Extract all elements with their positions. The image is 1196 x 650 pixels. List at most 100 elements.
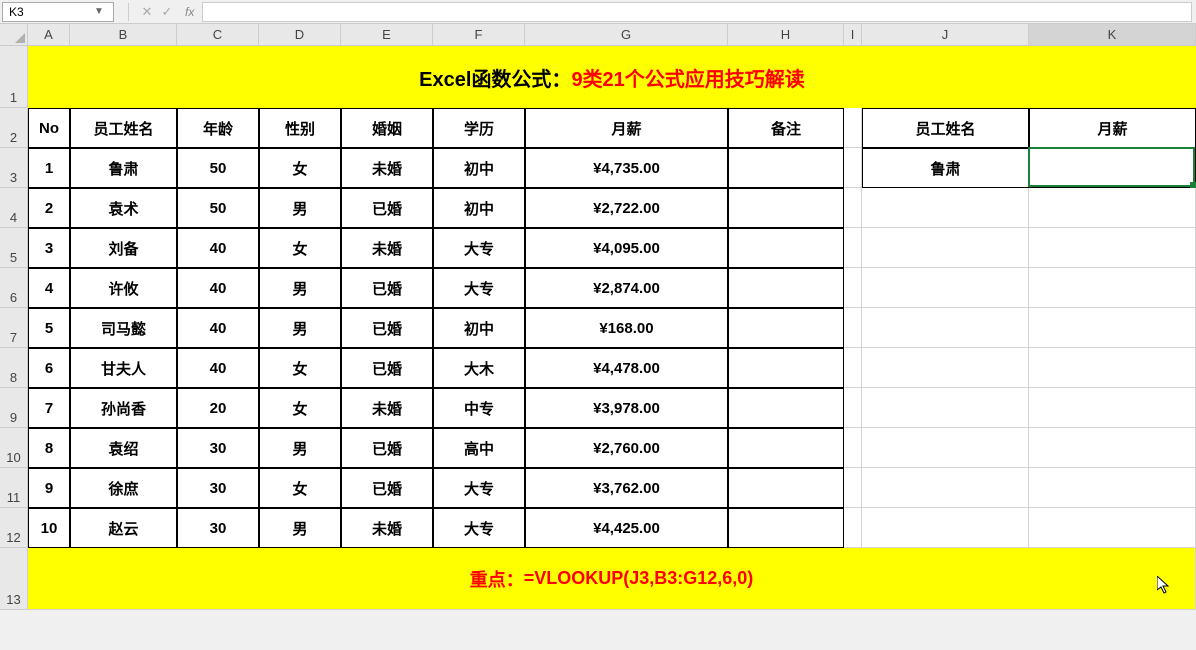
cell-I11[interactable]	[844, 468, 862, 508]
cell-I6[interactable]	[844, 268, 862, 308]
header-A[interactable]: No	[28, 108, 70, 148]
row-header-5[interactable]: 5	[0, 228, 28, 268]
name-box-dropdown-icon[interactable]: ▼	[91, 6, 107, 17]
cell-salary-7[interactable]: ¥168.00	[525, 308, 728, 348]
cell-K6[interactable]	[1029, 268, 1196, 308]
row-header-13[interactable]: 13	[0, 548, 28, 610]
cell-no-9[interactable]: 7	[28, 388, 70, 428]
cell-I8[interactable]	[844, 348, 862, 388]
cell-no-7[interactable]: 5	[28, 308, 70, 348]
cell-gender-6[interactable]: 男	[259, 268, 341, 308]
column-header-C[interactable]: C	[177, 24, 259, 46]
cell-salary-10[interactable]: ¥2,760.00	[525, 428, 728, 468]
grid[interactable]: Excel函数公式：9类21个公式应用技巧解读No员工姓名年龄性别婚姻学历月薪备…	[28, 46, 1196, 610]
cell-age-11[interactable]: 30	[177, 468, 259, 508]
cell-note-4[interactable]	[728, 188, 844, 228]
cell-I4[interactable]	[844, 188, 862, 228]
cell-marriage-3[interactable]: 未婚	[341, 148, 433, 188]
cell-gender-4[interactable]: 男	[259, 188, 341, 228]
cell-name-10[interactable]: 袁绍	[70, 428, 177, 468]
cell-J6[interactable]	[862, 268, 1029, 308]
cell-marriage-7[interactable]: 已婚	[341, 308, 433, 348]
cell-marriage-9[interactable]: 未婚	[341, 388, 433, 428]
cell-age-3[interactable]: 50	[177, 148, 259, 188]
row-header-8[interactable]: 8	[0, 348, 28, 388]
cell-edu-8[interactable]: 大木	[433, 348, 525, 388]
cell-note-5[interactable]	[728, 228, 844, 268]
cell-age-6[interactable]: 40	[177, 268, 259, 308]
cell-J5[interactable]	[862, 228, 1029, 268]
cell-salary-8[interactable]: ¥4,478.00	[525, 348, 728, 388]
row-header-9[interactable]: 9	[0, 388, 28, 428]
cell-edu-6[interactable]: 大专	[433, 268, 525, 308]
cell-J11[interactable]	[862, 468, 1029, 508]
cell-salary-9[interactable]: ¥3,978.00	[525, 388, 728, 428]
cell-no-3[interactable]: 1	[28, 148, 70, 188]
cell-no-12[interactable]: 10	[28, 508, 70, 548]
cell-salary-3[interactable]: ¥4,735.00	[525, 148, 728, 188]
row-header-7[interactable]: 7	[0, 308, 28, 348]
cell-K10[interactable]	[1029, 428, 1196, 468]
lookup-salary-value[interactable]	[1029, 148, 1196, 188]
cell-edu-9[interactable]: 中专	[433, 388, 525, 428]
column-header-E[interactable]: E	[341, 24, 433, 46]
column-header-I[interactable]: I	[844, 24, 862, 46]
cell-gender-10[interactable]: 男	[259, 428, 341, 468]
cell-name-6[interactable]: 许攸	[70, 268, 177, 308]
cell-name-5[interactable]: 刘备	[70, 228, 177, 268]
cell-marriage-11[interactable]: 已婚	[341, 468, 433, 508]
cell-edu-7[interactable]: 初中	[433, 308, 525, 348]
cell-edu-4[interactable]: 初中	[433, 188, 525, 228]
cell-J10[interactable]	[862, 428, 1029, 468]
cell-gender-3[interactable]: 女	[259, 148, 341, 188]
cell-name-9[interactable]: 孙尚香	[70, 388, 177, 428]
row-header-6[interactable]: 6	[0, 268, 28, 308]
cell-J4[interactable]	[862, 188, 1029, 228]
cell-K8[interactable]	[1029, 348, 1196, 388]
cell-age-7[interactable]: 40	[177, 308, 259, 348]
cell-salary-5[interactable]: ¥4,095.00	[525, 228, 728, 268]
lookup-name-value[interactable]: 鲁肃	[862, 148, 1029, 188]
cell-marriage-10[interactable]: 已婚	[341, 428, 433, 468]
cell-gender-8[interactable]: 女	[259, 348, 341, 388]
column-header-A[interactable]: A	[28, 24, 70, 46]
name-box[interactable]: K3 ▼	[2, 2, 114, 22]
row-header-12[interactable]: 12	[0, 508, 28, 548]
select-all-triangle[interactable]	[0, 24, 28, 46]
cell-K5[interactable]	[1029, 228, 1196, 268]
header-D[interactable]: 性别	[259, 108, 341, 148]
cell-note-3[interactable]	[728, 148, 844, 188]
cell-marriage-8[interactable]: 已婚	[341, 348, 433, 388]
header-B[interactable]: 员工姓名	[70, 108, 177, 148]
row-header-4[interactable]: 4	[0, 188, 28, 228]
cell-no-10[interactable]: 8	[28, 428, 70, 468]
cell-note-10[interactable]	[728, 428, 844, 468]
cell-I10[interactable]	[844, 428, 862, 468]
cell-I12[interactable]	[844, 508, 862, 548]
cell-marriage-12[interactable]: 未婚	[341, 508, 433, 548]
cell-K7[interactable]	[1029, 308, 1196, 348]
cell-salary-12[interactable]: ¥4,425.00	[525, 508, 728, 548]
cell-I7[interactable]	[844, 308, 862, 348]
column-header-D[interactable]: D	[259, 24, 341, 46]
fx-icon[interactable]: fx	[185, 5, 194, 19]
row-header-10[interactable]: 10	[0, 428, 28, 468]
cell-edu-5[interactable]: 大专	[433, 228, 525, 268]
cell-K12[interactable]	[1029, 508, 1196, 548]
cell-J12[interactable]	[862, 508, 1029, 548]
column-header-H[interactable]: H	[728, 24, 844, 46]
row-header-11[interactable]: 11	[0, 468, 28, 508]
cell-note-8[interactable]	[728, 348, 844, 388]
cell-salary-11[interactable]: ¥3,762.00	[525, 468, 728, 508]
cell-I2[interactable]	[844, 108, 862, 148]
cell-name-11[interactable]: 徐庶	[70, 468, 177, 508]
cell-edu-11[interactable]: 大专	[433, 468, 525, 508]
cell-I5[interactable]	[844, 228, 862, 268]
cell-K4[interactable]	[1029, 188, 1196, 228]
formula-bar[interactable]	[202, 2, 1192, 22]
header-H[interactable]: 备注	[728, 108, 844, 148]
cell-J7[interactable]	[862, 308, 1029, 348]
cell-I9[interactable]	[844, 388, 862, 428]
cell-note-6[interactable]	[728, 268, 844, 308]
cell-age-8[interactable]: 40	[177, 348, 259, 388]
